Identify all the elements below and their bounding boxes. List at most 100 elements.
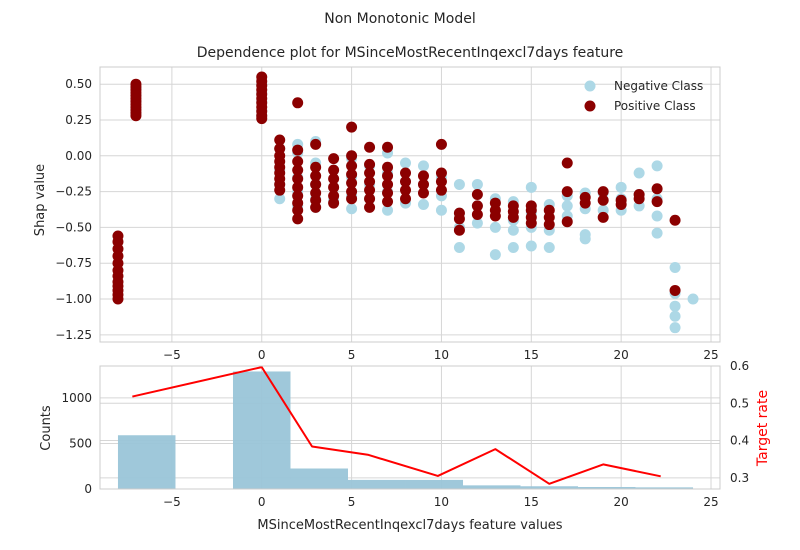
negative-class-point [453,241,465,253]
negative-class-point [489,249,501,261]
positive-class-point [633,193,645,205]
positive-class-point [435,138,447,150]
positive-class-point [292,156,304,168]
positive-class-point [597,211,609,223]
positive-class-point [274,134,286,146]
positive-class-point [364,141,376,153]
positive-class-point [310,161,322,173]
histogram-bar [232,371,291,489]
positive-class-point [507,211,519,223]
positive-class-point [328,173,340,185]
negative-class-point [633,167,645,179]
histogram-bar [578,486,636,489]
negative-class-point [687,293,699,305]
negative-class-point [417,160,429,172]
scatter-title: Dependence plot for MSinceMostRecentInqe… [197,45,624,61]
positive-class-point [292,173,304,185]
positive-class-point [274,184,286,196]
scatter-x-tick-label: 10 [434,348,449,362]
negative-class-point [435,204,447,216]
positive-class-point [292,97,304,109]
legend-marker-positive-class [584,100,596,112]
positive-class-point [471,209,483,221]
histogram-bar [635,487,694,489]
positive-class-point [417,170,429,182]
positive-class-point [669,284,681,296]
positive-class-point [256,113,268,125]
histogram-right-y-tick-label: 0.5 [730,396,749,410]
histogram-bar [520,486,579,489]
scatter-x-tick-label: 25 [703,348,718,362]
positive-class-point [364,167,376,179]
positive-class-point [292,204,304,216]
positive-class-point [400,176,412,188]
positive-class-point [471,200,483,212]
legend-label-positive-class: Positive Class [614,99,696,113]
positive-class-point [525,217,537,229]
histogram-x-tick-label: 5 [348,495,356,509]
histogram-bar [117,435,176,489]
scatter-y-tick-label: −1.00 [55,292,92,306]
negative-class-point [274,193,286,205]
scatter-points [112,71,699,334]
positive-class-point [346,168,358,180]
positive-class-point [489,210,501,222]
scatter-x-tick-label: 0 [258,348,266,362]
positive-class-point [346,160,358,172]
positive-class-point [364,184,376,196]
negative-class-point [507,241,519,253]
scatter-y-tick-label: 0.25 [65,113,92,127]
positive-class-point [346,193,358,205]
histogram-x-tick-label: 25 [703,495,718,509]
negative-class-point [579,233,591,245]
positive-class-point [651,196,663,208]
negative-class-point [507,224,519,236]
positive-class-point [292,213,304,225]
figure-suptitle: Non Monotonic Model [324,11,475,27]
positive-class-point [561,216,573,228]
negative-class-point [453,178,465,190]
scatter-y-tick-label: 0.50 [65,77,92,91]
histogram-right-y-axis-label: Target rate [755,390,771,467]
positive-class-point [346,150,358,162]
scatter-x-tick-label: 15 [524,348,539,362]
histogram-y-tick-label: 500 [69,436,92,450]
positive-class-point [561,186,573,198]
positive-class-point [364,158,376,170]
positive-class-point [328,197,340,209]
negative-class-point [525,240,537,252]
positive-class-point [112,293,124,305]
positive-class-point [453,213,465,225]
positive-class-point [310,178,322,190]
histogram-plot: Counts Target rate MSinceMostRecentInqex… [39,359,771,533]
negative-class-point [417,199,429,210]
histogram-y-tick-label: 1000 [61,391,92,405]
positive-class-point [130,110,142,122]
negative-class-point [669,310,681,322]
histogram-bar [463,485,521,489]
scatter-y-tick-label: −0.75 [55,256,92,270]
histogram-gridlines [100,365,720,490]
positive-class-point [400,184,412,196]
positive-class-point [328,153,340,165]
histogram-bar [290,468,348,489]
negative-class-point [525,181,537,193]
positive-class-point [597,194,609,206]
negative-class-point [651,227,663,239]
scatter-x-tick-label: −5 [163,348,181,362]
positive-class-point [435,176,447,188]
positive-class-point [364,176,376,188]
positive-class-point [597,186,609,198]
negative-class-point [471,178,483,190]
positive-class-point [382,141,394,153]
positive-class-point [471,188,483,200]
positive-class-point [364,201,376,213]
positive-class-point [435,184,447,196]
positive-class-point [579,197,591,209]
positive-class-point [417,178,429,190]
scatter-x-tick-label: 20 [614,348,629,362]
positive-class-point [543,219,555,231]
negative-class-point [561,200,573,212]
positive-class-point [561,157,573,169]
